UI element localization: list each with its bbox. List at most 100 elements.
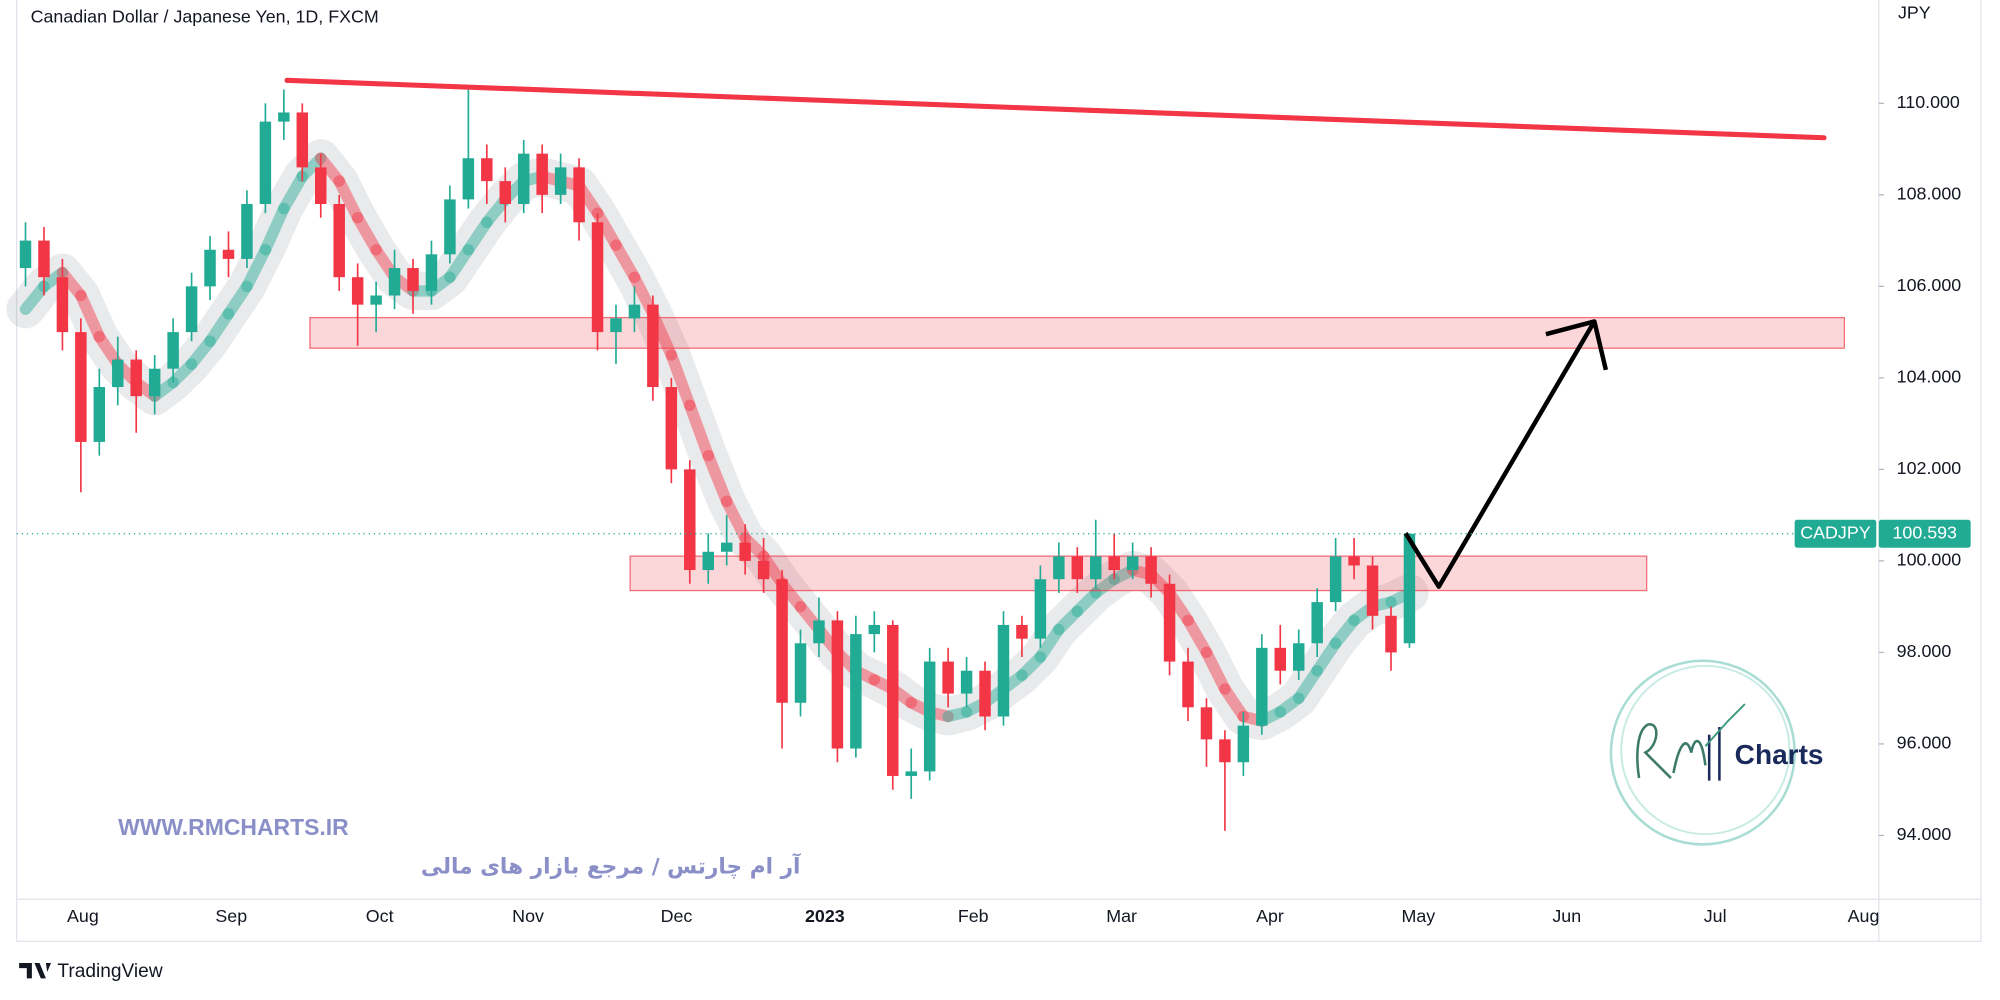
ma-segment [333, 175, 364, 224]
candle-body [831, 620, 844, 749]
candle-body [388, 268, 401, 296]
candle-body [1016, 624, 1028, 639]
candle-body [1163, 583, 1176, 662]
logo-script [1636, 723, 1707, 779]
candle-body [296, 112, 309, 168]
y-tick-label: 104.000 [1897, 367, 1962, 387]
candle-body [38, 240, 50, 278]
candle-body [19, 240, 32, 269]
candle-body [185, 286, 198, 333]
candle-body [905, 771, 917, 776]
x-tick-label: Jul [1704, 906, 1727, 926]
ma-segment [444, 244, 475, 283]
ma-segment [75, 289, 106, 343]
logo-arrow [1704, 703, 1746, 747]
candle-body [536, 153, 548, 195]
resistance-zone [309, 316, 1846, 349]
footer-brand: TradingView [57, 961, 162, 982]
logo-text: Charts [1735, 739, 1824, 770]
candle-body [979, 670, 991, 717]
ma-segment [296, 152, 327, 183]
candle-body [425, 254, 438, 291]
symbol-badge [1794, 519, 1877, 548]
candle-body [167, 332, 179, 369]
candle-body [499, 181, 512, 204]
candle-body [591, 222, 604, 333]
candle-body [222, 249, 235, 259]
x-tick-label: May [1402, 906, 1436, 926]
ma-segment [241, 244, 272, 293]
ma-segment [315, 152, 345, 187]
y-tick-label: 94.000 [1897, 824, 1952, 844]
candle-body [554, 167, 567, 195]
candle-body [997, 624, 1010, 717]
candle-body [1274, 647, 1287, 671]
ma-segment [1053, 605, 1084, 636]
candle-body [351, 277, 364, 305]
candle-body [573, 167, 585, 223]
y-tick-label: 102.000 [1897, 458, 1962, 478]
candle-body [407, 268, 419, 291]
x-tick-label: Mar [1106, 906, 1137, 926]
candle-body [1182, 661, 1194, 708]
candle-body [942, 661, 954, 694]
candle-body [1348, 556, 1360, 566]
last-price-label: 100.593 [1892, 522, 1957, 542]
candle-body [628, 304, 641, 319]
candle-body [1256, 647, 1268, 726]
x-tick-label: Aug [67, 906, 99, 926]
candle-body [481, 158, 493, 182]
candle-body [1071, 556, 1084, 580]
candle-body [776, 579, 788, 703]
candle-body [130, 359, 142, 397]
candle-body [444, 199, 456, 255]
ma-segment [720, 495, 751, 544]
tradingview-icon [19, 963, 52, 979]
candle-body [1311, 602, 1323, 644]
candle-body [720, 542, 733, 552]
ma-segment [1274, 692, 1305, 718]
ma-segment [1108, 564, 1139, 585]
candle-body [665, 387, 678, 470]
candle-body [850, 634, 862, 749]
candle-body [1145, 556, 1157, 584]
projection-arrow [1403, 320, 1597, 589]
ma-segment [351, 211, 382, 256]
ma-segment [1329, 614, 1360, 650]
ma-segment [222, 280, 253, 320]
watermark-tagline: آر ام چارتس / مرجع بازار های مالی [421, 852, 801, 879]
logo: Charts [1609, 659, 1824, 846]
candle-body [887, 624, 899, 776]
chart-title: Canadian Dollar / Japanese Yen, 1D, FXCM [31, 7, 379, 27]
ma-segment [684, 399, 714, 462]
ma-segment [1016, 651, 1047, 682]
ma-segment [56, 266, 87, 302]
x-tick-label: Sep [215, 906, 247, 926]
ma-segment [462, 216, 493, 256]
ma-segment [185, 335, 216, 370]
ma-segment [167, 358, 198, 389]
candle-body [702, 551, 714, 571]
candle-body [960, 670, 973, 694]
x-tick-label: Jun [1552, 906, 1581, 926]
y-tick-label: 106.000 [1897, 275, 1962, 295]
last-price-badge [1878, 519, 1971, 548]
watermark-url: WWW.RMCHARTS.IR [118, 814, 349, 840]
candle-body [1200, 707, 1213, 740]
logo-ring [1609, 659, 1796, 846]
candle-body [610, 318, 622, 333]
candle-body [148, 368, 161, 397]
ma-segment [19, 280, 50, 315]
candle-body [1034, 579, 1047, 639]
candle-body [1385, 615, 1397, 653]
candle-body [259, 121, 272, 204]
ma-segment [942, 706, 973, 723]
ma-segment [739, 532, 770, 563]
ma-segment [702, 449, 733, 508]
candle-body [1292, 643, 1305, 671]
tradingview-brand: TradingView [19, 961, 163, 982]
x-tick-label: Dec [661, 906, 693, 926]
